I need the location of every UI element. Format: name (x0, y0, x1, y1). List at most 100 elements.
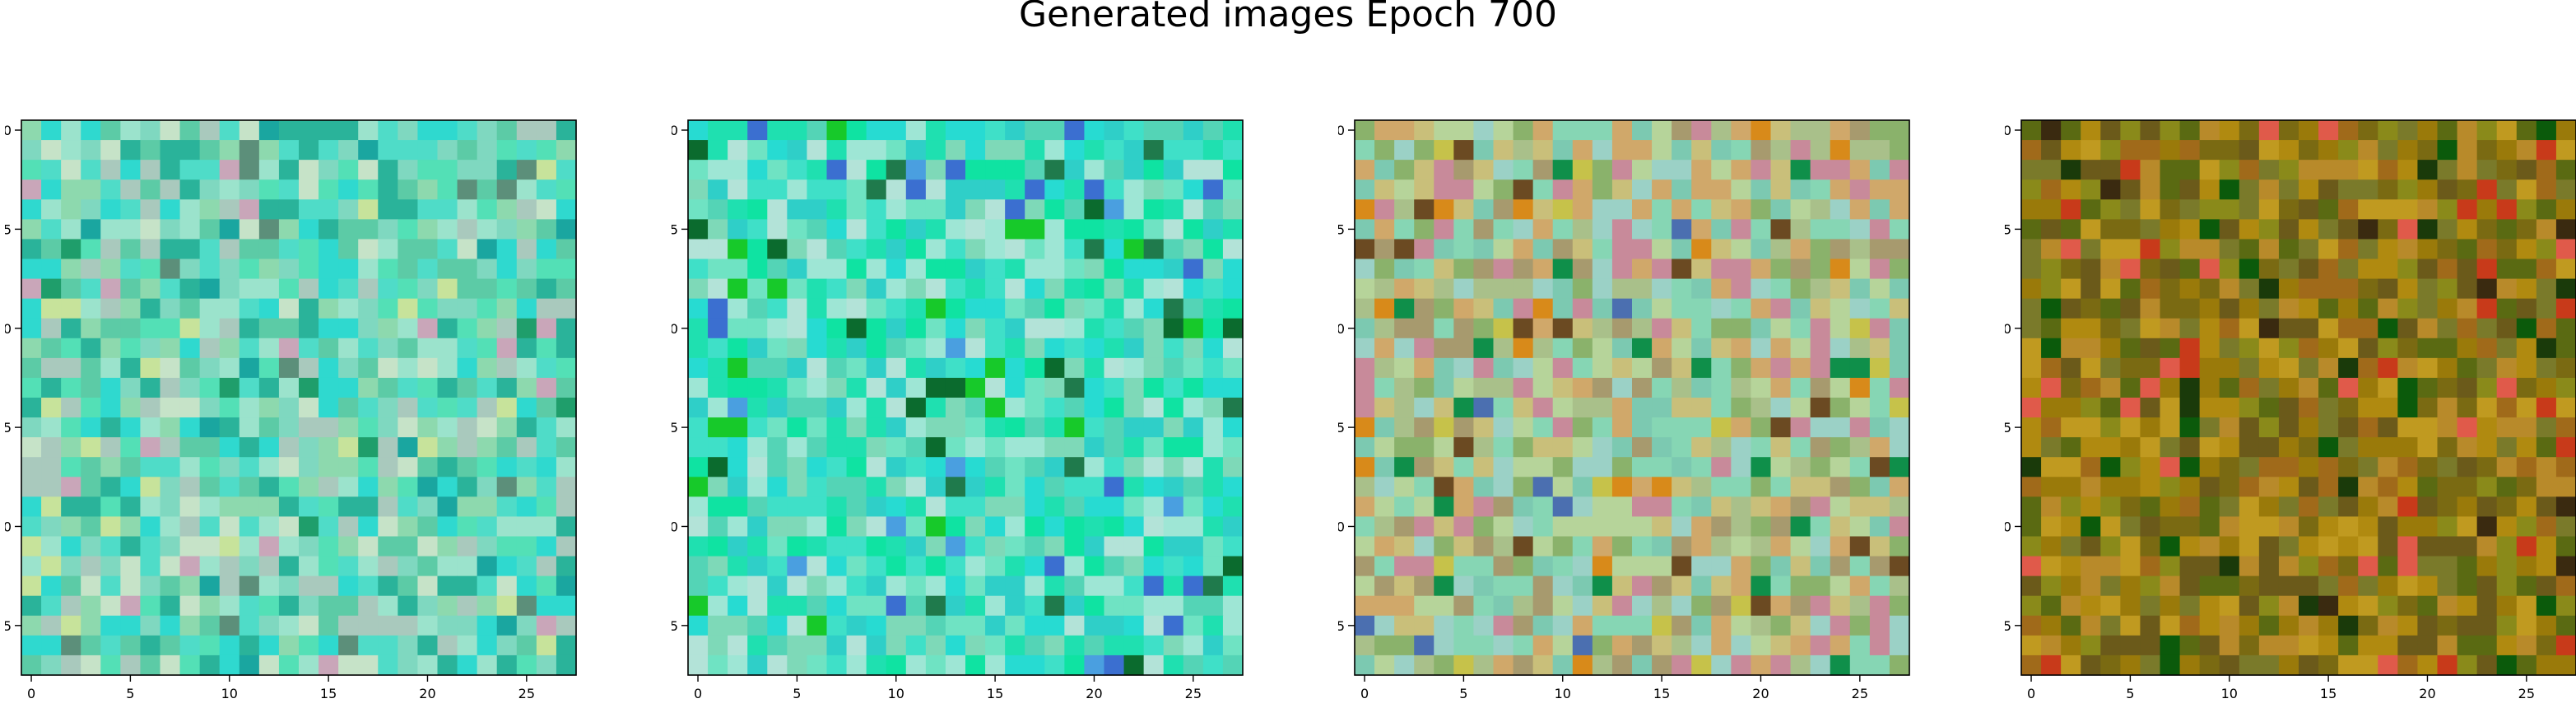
pixel-cell (945, 239, 966, 260)
pixel-cell (2516, 140, 2537, 161)
pixel-cell (398, 160, 419, 180)
pixel-cell (160, 239, 181, 260)
pixel-cell (1611, 239, 1633, 260)
pixel-cell (1672, 635, 1692, 656)
pixel-cell (1493, 219, 1514, 240)
pixel-cell (2160, 160, 2181, 180)
pixel-cell (2318, 199, 2339, 220)
pixel-cell (398, 457, 419, 477)
pixel-cell (807, 536, 828, 557)
pixel-cell (2496, 318, 2518, 339)
pixel-cell (417, 615, 439, 636)
pixel-cell (925, 556, 946, 577)
pixel-cell (1849, 635, 1871, 656)
pixel-cell (2437, 318, 2458, 339)
pixel-cell (2021, 338, 2042, 359)
pixel-cell (2318, 140, 2339, 161)
pixel-cell (199, 239, 221, 260)
pixel-cell (278, 120, 300, 141)
pixel-cell (2378, 298, 2398, 319)
pixel-cell (1691, 278, 1712, 300)
pixel-cell (1711, 417, 1732, 438)
pixel-cell (239, 179, 260, 200)
pixel-cell (747, 615, 768, 636)
pixel-cell (2140, 654, 2161, 676)
pixel-cell (2496, 417, 2518, 438)
pixel-cell (787, 575, 808, 597)
pixel-cell (1611, 556, 1633, 577)
pixel-cell (299, 457, 319, 477)
pixel-cell (239, 377, 260, 398)
pixel-cell (2457, 140, 2478, 161)
pixel-cell (886, 278, 907, 300)
pixel-cell (728, 278, 748, 300)
pixel-cell (1453, 398, 1475, 418)
pixel-cell (258, 635, 280, 656)
pixel-cell (1672, 120, 1692, 141)
pixel-cell (2021, 615, 2042, 636)
pixel-cell (985, 160, 1006, 180)
pixel-cell (2179, 654, 2201, 676)
pixel-cell (985, 199, 1006, 220)
pixel-cell (2476, 556, 2498, 577)
pixel-cell (516, 259, 537, 280)
pixel-cell (2397, 398, 2419, 418)
y-tick-label: 5 (1338, 221, 1345, 237)
pixel-cell (338, 239, 359, 260)
pixel-cell (1513, 477, 1534, 497)
pixel-cell (21, 516, 42, 538)
pixel-cell (767, 595, 788, 617)
pixel-cell (120, 160, 142, 180)
x-tick-label: 25 (1185, 686, 1202, 701)
pixel-cell (2358, 457, 2378, 477)
pixel-cell (2179, 259, 2201, 280)
pixel-cell (160, 635, 181, 656)
pixel-cell (965, 595, 986, 617)
pixel-cell (1434, 477, 1454, 497)
pixel-cell (2299, 219, 2319, 240)
pixel-cell (2437, 120, 2458, 141)
pixel-cell (437, 595, 458, 617)
pixel-cell (1652, 398, 1672, 418)
pixel-cell (61, 457, 81, 477)
pixel-cell (1552, 278, 1574, 300)
pixel-cell (1632, 377, 1653, 398)
pixel-cell (2061, 575, 2081, 597)
pixel-cell (1044, 595, 1065, 617)
pixel-cell (1025, 615, 1045, 636)
pixel-cell (2555, 457, 2576, 477)
pixel-cell (120, 398, 142, 418)
pixel-cell (278, 516, 300, 538)
pixel-cell (2437, 536, 2458, 557)
pixel-cell (1374, 239, 1395, 260)
pixel-cell (1552, 239, 1574, 260)
pixel-cell (2061, 556, 2081, 577)
pixel-cell (2536, 199, 2557, 220)
pixel-cell (2199, 615, 2220, 636)
pixel-cell (1552, 318, 1574, 339)
pixel-cell (2278, 120, 2299, 141)
pixel-cell (1572, 259, 1593, 280)
pixel-cell (1473, 417, 1495, 438)
pixel-cell (2120, 120, 2141, 141)
pixel-cell (2299, 575, 2319, 597)
pixel-cell (556, 338, 577, 359)
pixel-cell (2417, 417, 2439, 438)
pixel-cell (866, 417, 887, 438)
pixel-cell (358, 437, 379, 458)
pixel-cell (258, 496, 280, 518)
pixel-cell (2457, 615, 2478, 636)
pixel-cell (807, 496, 828, 518)
pixel-cell (1453, 259, 1475, 280)
pixel-cell (1044, 338, 1065, 359)
pixel-cell (219, 219, 240, 240)
pixel-cell (1143, 160, 1165, 180)
pixel-cell (1830, 219, 1851, 240)
pixel-cell (1652, 654, 1672, 676)
pixel-cell (2378, 318, 2398, 339)
pixel-cell (1453, 199, 1475, 220)
pixel-cell (1473, 575, 1495, 597)
pixel-cell (2061, 437, 2081, 458)
pixel-cell (2496, 477, 2518, 497)
pixel-cell (1532, 575, 1554, 597)
